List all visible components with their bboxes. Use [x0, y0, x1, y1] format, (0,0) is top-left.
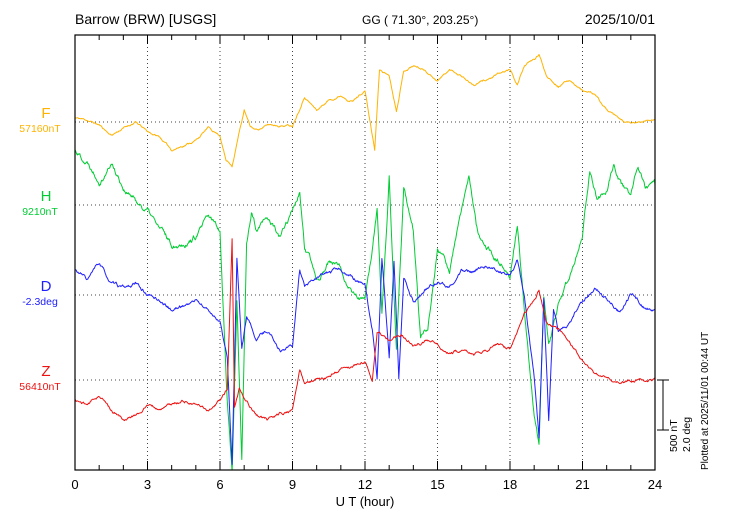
trace-F	[75, 54, 655, 168]
plotted-at-note: Plotted at 2025/11/01 00:44 UT	[700, 331, 711, 470]
header-station: Barrow (BRW) [USGS]	[75, 11, 217, 27]
x-axis-title: U T (hour)	[335, 494, 395, 509]
x-tick-label-3: 3	[143, 477, 152, 492]
x-tick-label-15: 15	[430, 477, 445, 492]
x-tick-label-0: 0	[71, 477, 79, 492]
x-tick-label-6: 6	[216, 477, 224, 492]
series-letter-Z: Z	[41, 363, 51, 380]
trace-Z	[75, 238, 655, 422]
series-ref-Z: 56410nT	[19, 381, 61, 393]
x-tick-label-12: 12	[357, 477, 373, 492]
x-tick-label-18: 18	[502, 477, 518, 492]
x-tick-label-24: 24	[647, 477, 663, 492]
x-tick-label-9: 9	[288, 477, 297, 492]
x-tick-label-21: 21	[575, 477, 590, 492]
scale-20deg-label: 2.0 deg	[681, 416, 693, 452]
series-letter-H: H	[40, 188, 52, 205]
trace-H	[75, 149, 655, 470]
series-ref-D: -2.3deg	[22, 296, 58, 308]
series-letter-F: F	[41, 105, 51, 122]
series-ref-F: 57160nT	[19, 123, 61, 135]
series-letter-D: D	[40, 278, 52, 295]
trace-D	[75, 257, 655, 465]
header-coordinates: GG ( 71.30°, 203.25°)	[362, 13, 479, 27]
series-ref-H: 9210nT	[22, 206, 58, 218]
scale-500nt-label: 500 nT	[668, 419, 680, 452]
header-date: 2025/10/01	[584, 11, 655, 27]
